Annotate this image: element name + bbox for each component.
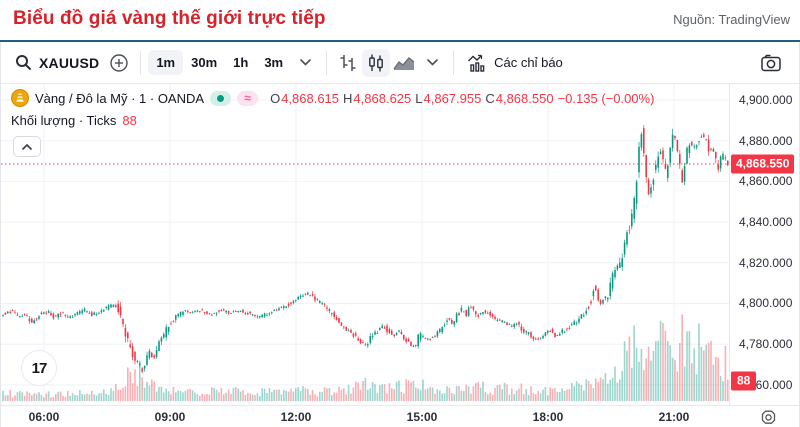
- symbol-legend[interactable]: Vàng / Đô la Mỹ · 1 · OANDA ≈ O 4,868.615…: [11, 89, 654, 107]
- price-axis-label: 4,900.000: [739, 92, 793, 107]
- time-axis[interactable]: 06:00 09:00 12:00 15:00 18:00 21:00: [1, 405, 799, 427]
- price-axis-label: 4,880.000: [739, 133, 793, 148]
- interval-menu-chevron-icon[interactable]: [291, 49, 319, 77]
- time-axis-label: 09:00: [154, 410, 186, 424]
- volume-label: Khối lượng · Ticks: [11, 113, 117, 128]
- interval-button-3m[interactable]: 3m: [264, 55, 284, 70]
- interval-button-1h[interactable]: 1h: [233, 55, 249, 70]
- bars-style-icon[interactable]: [334, 49, 362, 77]
- price-axis-label: 4,840.000: [739, 215, 793, 230]
- price-chart-plot[interactable]: Vàng / Đô la Mỹ · 1 · OANDA ≈ O 4,868.615…: [1, 84, 729, 405]
- price-axis-label: 4,860.000: [739, 174, 793, 189]
- indicators-icon: [467, 53, 488, 73]
- volume-value: 88: [122, 113, 137, 128]
- high-value: 4,868.625: [353, 90, 412, 106]
- chart-toolbar: XAUUSD 1m 30m 1h 3m: [1, 42, 799, 84]
- compare-add-button[interactable]: [105, 49, 133, 77]
- time-axis-label: 06:00: [28, 410, 60, 424]
- high-label: H: [343, 90, 353, 106]
- chevron-up-icon: [22, 143, 32, 150]
- market-status-pill[interactable]: [210, 90, 232, 106]
- low-value: 4,867.955: [423, 90, 482, 106]
- close-value: 4,868.550: [495, 90, 554, 106]
- price-axis-label: 4,800.000: [739, 296, 793, 311]
- indicators-label: Các chỉ báo: [494, 55, 563, 70]
- indicators-button[interactable]: Các chỉ báo: [461, 49, 569, 77]
- time-axis-label: 21:00: [658, 410, 690, 424]
- open-value: 4,868.615: [281, 90, 340, 106]
- time-axis-label: 15:00: [406, 410, 438, 424]
- close-label: C: [485, 90, 495, 106]
- ohlc-readout: O 4,868.615 H 4,868.625 L 4,867.955 C 4,868.…: [270, 91, 654, 106]
- symbol-name: XAUUSD: [39, 54, 100, 71]
- volume-legend[interactable]: Khối lượng · Ticks 88: [11, 113, 137, 128]
- last-price-badge: 4,868.550: [731, 154, 795, 174]
- time-axis-label: 18:00: [532, 410, 564, 424]
- time-axis-label: 12:00: [280, 410, 312, 424]
- area-style-icon[interactable]: [390, 49, 418, 77]
- tick-volume-badge: 88: [731, 371, 757, 391]
- tradingview-widget: XAUUSD 1m 30m 1h 3m: [0, 42, 800, 427]
- candlestick-canvas: [1, 84, 729, 405]
- price-axis[interactable]: 4,900.000 4,880.000 4,860.000 4,840.000 4,82…: [729, 84, 799, 405]
- market-open-dot-icon: [217, 94, 225, 102]
- style-menu-chevron-icon[interactable]: [418, 49, 446, 77]
- toolbar-separator: [326, 50, 328, 75]
- symbol-title: Vàng / Đô la Mỹ · 1 · OANDA: [35, 90, 205, 106]
- chart-area: Vàng / Đô la Mỹ · 1 · OANDA ≈ O 4,868.615…: [1, 84, 799, 405]
- page-title: Biểu đồ giá vàng thế giới trực tiếp: [13, 8, 326, 29]
- interval-button-1m[interactable]: 1m: [148, 50, 184, 75]
- price-axis-label: 4,820.000: [739, 255, 793, 270]
- low-label: L: [415, 90, 423, 106]
- interval-button-30m[interactable]: 30m: [191, 55, 218, 70]
- change-value: −0.135 (−0.00%): [557, 90, 655, 106]
- open-label: O: [270, 90, 281, 106]
- candles-style-icon[interactable]: [362, 48, 391, 77]
- symbol-search-button[interactable]: XAUUSD: [9, 50, 105, 75]
- approx-price-pill[interactable]: ≈: [237, 90, 259, 106]
- search-icon: [15, 54, 32, 71]
- camera-snapshot-icon[interactable]: [757, 49, 785, 77]
- source-credit: Nguồn: TradingView: [673, 12, 790, 27]
- tradingview-logo[interactable]: 17: [21, 350, 57, 386]
- toolbar-separator: [453, 50, 455, 75]
- price-axis-label: 4,780.000: [739, 337, 793, 352]
- header-divider: [0, 40, 800, 42]
- toolbar-separator: [140, 50, 142, 75]
- gold-coin-icon: [11, 89, 29, 107]
- collapse-legend-button[interactable]: [13, 136, 41, 157]
- axis-settings-gear-icon[interactable]: [760, 409, 777, 426]
- page-header: Biểu đồ giá vàng thế giới trực tiếp Nguồ…: [0, 0, 800, 40]
